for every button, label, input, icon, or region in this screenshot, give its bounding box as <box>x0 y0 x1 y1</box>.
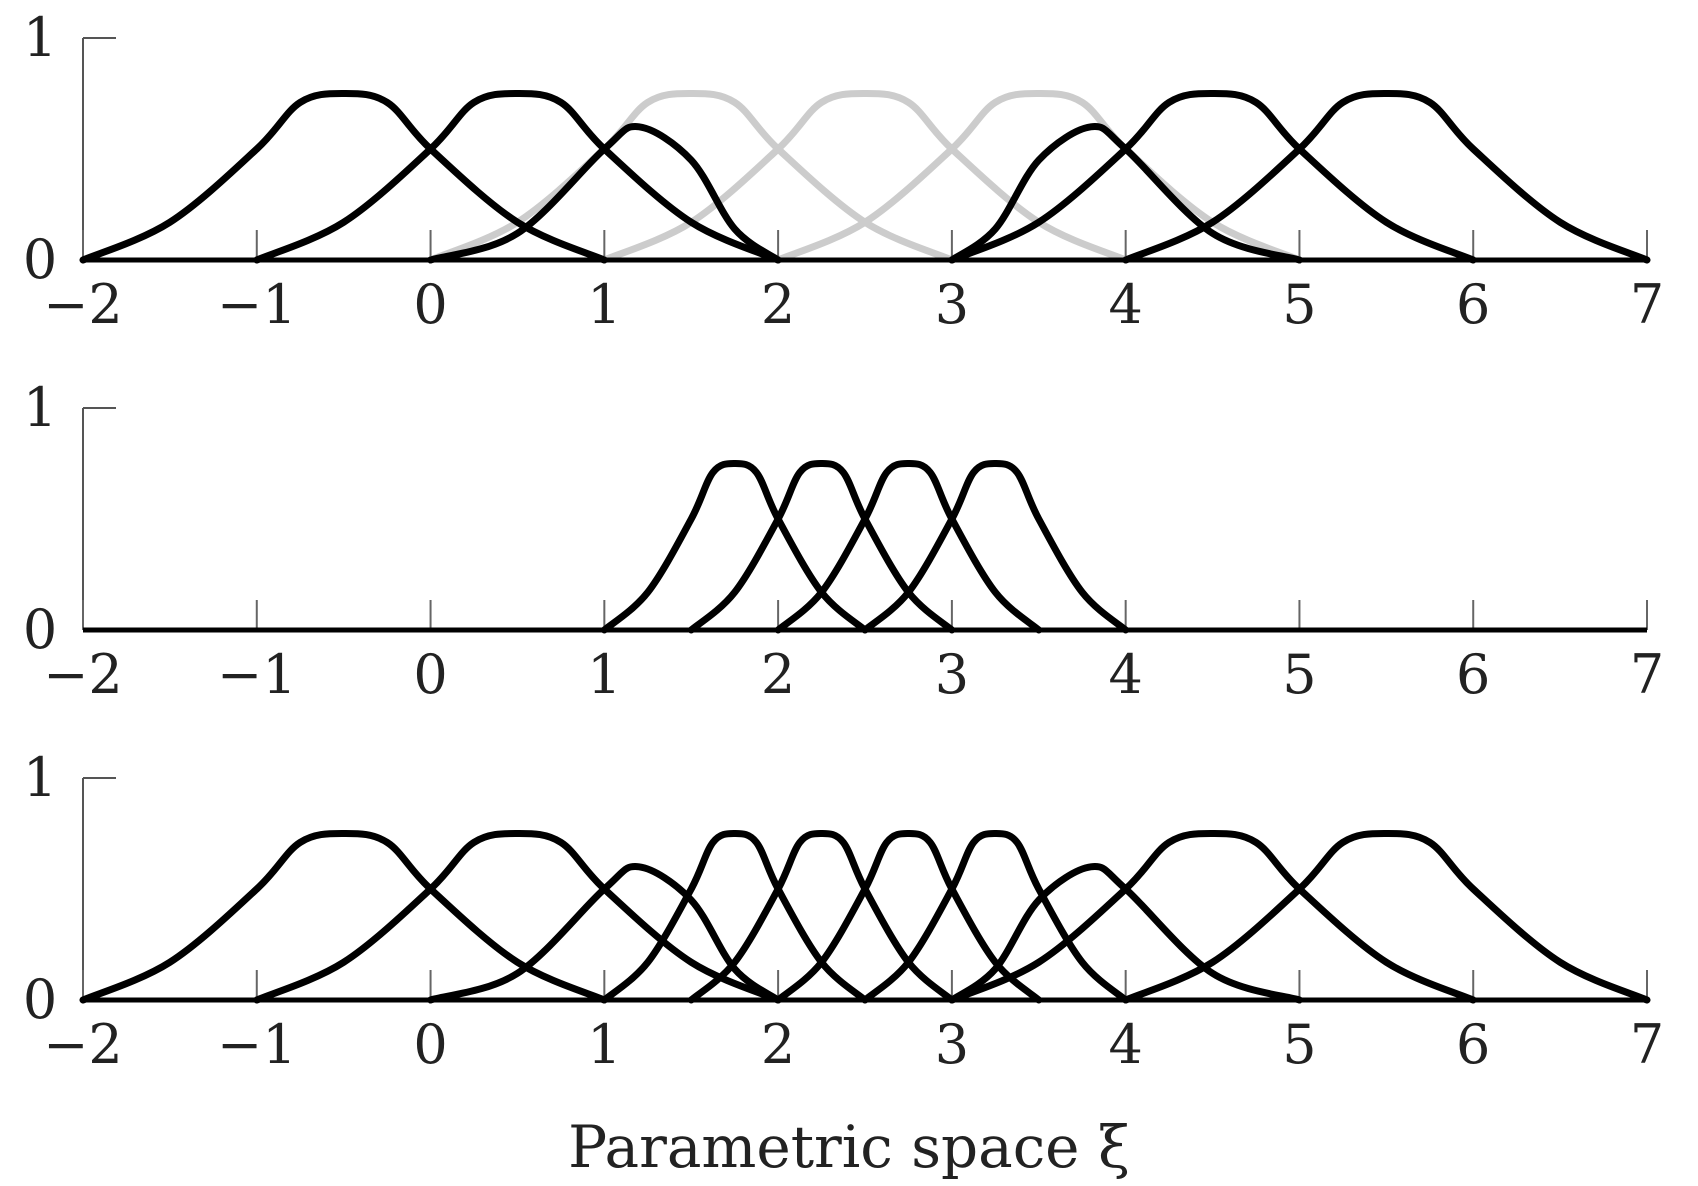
x-tick-label: 0 <box>413 643 447 706</box>
basis-curve-8 <box>948 863 1303 1004</box>
basis-curve-4 <box>600 829 869 1004</box>
panels-group: −2 −1 0 1 2 3 4 5 6 7 0 1 −2 −1 0 1 2 3 4 5 6 7 0 1 −2 −1 0 1 2 3 4 5 6 7… <box>23 6 1664 1076</box>
x-tick-label: 4 <box>1108 643 1142 706</box>
x-tick-label: −2 <box>43 1013 123 1076</box>
basis-curve-6 <box>774 829 1043 1004</box>
x-tick-label: 0 <box>413 273 447 336</box>
basis-curve-1 <box>600 459 869 634</box>
basis-curve-1 <box>79 829 608 1004</box>
basis-curve-10 <box>1122 829 1651 1004</box>
basis-curve-9 <box>948 829 1477 1004</box>
y-tick-label: 1 <box>23 746 57 809</box>
x-tick-label: 1 <box>587 273 621 336</box>
x-tick-label: 2 <box>761 643 795 706</box>
x-axis-label: Parametric space ξ <box>568 1113 1130 1181</box>
basis-curve-4 <box>427 89 956 264</box>
x-tick-label: 5 <box>1282 1013 1316 1076</box>
basis-curve-5 <box>687 829 956 1004</box>
basis-curve-1 <box>79 89 608 264</box>
x-tick-label: 4 <box>1108 273 1142 336</box>
x-tick-label: 7 <box>1630 1013 1664 1076</box>
x-tick-label: −1 <box>217 643 297 706</box>
x-tick-label: −1 <box>217 1013 297 1076</box>
x-tick-label: 5 <box>1282 273 1316 336</box>
basis-curve-6 <box>774 89 1303 264</box>
x-tick-label: 6 <box>1456 273 1490 336</box>
panel-3: −2 −1 0 1 2 3 4 5 6 7 0 1 <box>23 746 1664 1076</box>
x-tick-label: 1 <box>587 643 621 706</box>
x-tick-label: −1 <box>217 273 297 336</box>
x-tick-label: 6 <box>1456 1013 1490 1076</box>
panel-2: −2 −1 0 1 2 3 4 5 6 7 0 1 <box>23 376 1664 706</box>
basis-curve-5 <box>600 89 1130 264</box>
x-tick-label: 1 <box>587 1013 621 1076</box>
basis-curve-3 <box>774 459 1043 634</box>
x-tick-label: 3 <box>935 273 969 336</box>
x-tick-label: 5 <box>1282 643 1316 706</box>
basis-curve-7 <box>861 829 1130 1004</box>
x-tick-label: −2 <box>43 643 123 706</box>
x-tick-label: 4 <box>1108 1013 1142 1076</box>
x-tick-label: 0 <box>413 1013 447 1076</box>
basis-curve-3 <box>427 123 782 264</box>
basis-curve-2 <box>687 459 956 634</box>
x-tick-label: 3 <box>935 643 969 706</box>
panel-1: −2 −1 0 1 2 3 4 5 6 7 0 1 <box>23 6 1664 336</box>
basis-curve-8 <box>948 89 1477 264</box>
basis-curve-9 <box>1122 89 1651 264</box>
x-tick-label: 7 <box>1630 273 1664 336</box>
x-tick-label: 6 <box>1456 643 1490 706</box>
x-tick-label: −2 <box>43 273 123 336</box>
y-tick-label: 0 <box>23 228 57 291</box>
x-tick-label: 2 <box>761 1013 795 1076</box>
x-tick-label: 7 <box>1630 643 1664 706</box>
basis-curve-4 <box>861 459 1130 634</box>
basis-curve-7 <box>948 123 1303 264</box>
y-tick-label: 0 <box>23 598 57 661</box>
x-tick-label: 2 <box>761 273 795 336</box>
basis-curve-2 <box>253 89 782 264</box>
y-tick-label: 1 <box>23 376 57 439</box>
y-tick-label: 1 <box>23 6 57 69</box>
x-tick-label: 3 <box>935 1013 969 1076</box>
y-tick-label: 0 <box>23 968 57 1031</box>
basis-curve-2 <box>253 829 782 1004</box>
